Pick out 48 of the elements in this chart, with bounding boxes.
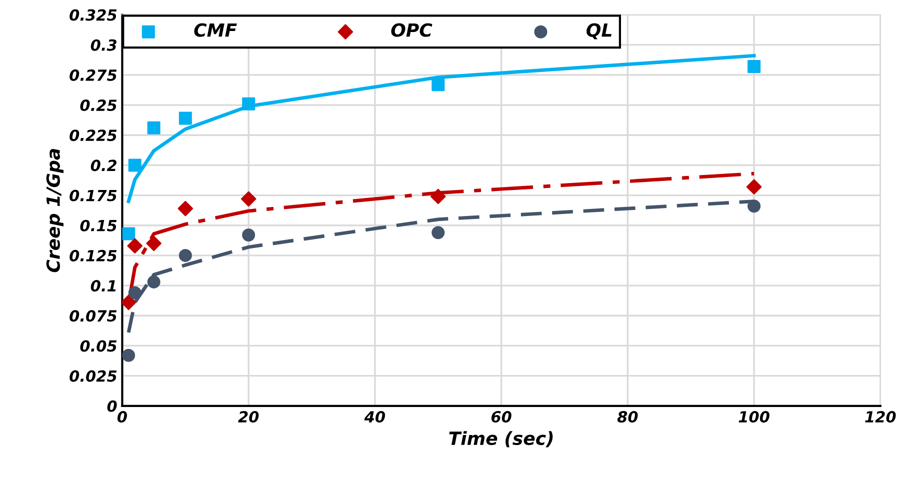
point — [178, 112, 192, 125]
y-tick-label: 0.125 — [70, 250, 117, 262]
x-tick-label: 20 — [238, 411, 259, 423]
point — [432, 78, 445, 92]
point — [147, 275, 160, 288]
y-axis-title: Creep 1/Gpa — [46, 149, 64, 272]
point — [122, 348, 136, 362]
point — [147, 121, 160, 134]
legend-label: CMF — [194, 23, 237, 37]
y-tick-label: 0.025 — [70, 370, 117, 382]
y-tick-label: 0.1 — [90, 280, 116, 292]
line-series — [126, 54, 756, 204]
point — [430, 188, 446, 204]
point — [146, 236, 162, 252]
point — [178, 248, 192, 262]
x-tick-label: 40 — [364, 411, 386, 423]
point — [178, 200, 194, 216]
legend-label: OPC — [391, 23, 432, 37]
point — [242, 228, 256, 242]
legend-label: QL — [586, 23, 612, 40]
point — [240, 191, 256, 207]
x-tick-label: 120 — [865, 411, 896, 423]
point — [128, 158, 142, 172]
x-tick-label: 100 — [738, 411, 770, 423]
point — [122, 294, 136, 310]
point — [122, 227, 136, 240]
point — [127, 238, 143, 254]
point — [748, 60, 761, 74]
y-tick-label: 0.3 — [90, 39, 116, 51]
y-tick-label: 0.25 — [80, 99, 117, 112]
y-tick-label: 0.05 — [80, 340, 117, 352]
y-tick-label: 0.2 — [90, 160, 117, 172]
point — [746, 179, 762, 194]
y-tick-label: 0.275 — [70, 69, 117, 81]
point — [432, 226, 445, 240]
y-tick-label: 0.225 — [70, 130, 117, 142]
x-tick-label: 60 — [491, 411, 512, 423]
x-tick-label: 80 — [617, 411, 638, 423]
y-tick-label: 0.325 — [70, 9, 117, 21]
point — [242, 97, 256, 110]
x-axis-title: Time (sec) — [449, 431, 553, 448]
x-tick-label: 0 — [117, 411, 127, 423]
y-tick-label: 0.15 — [80, 220, 117, 232]
point — [748, 200, 761, 213]
y-tick-label: 0.075 — [70, 310, 117, 322]
y-tick-label: 0.175 — [70, 190, 117, 202]
point — [128, 286, 142, 300]
y-tick-label: 0 — [107, 400, 117, 412]
